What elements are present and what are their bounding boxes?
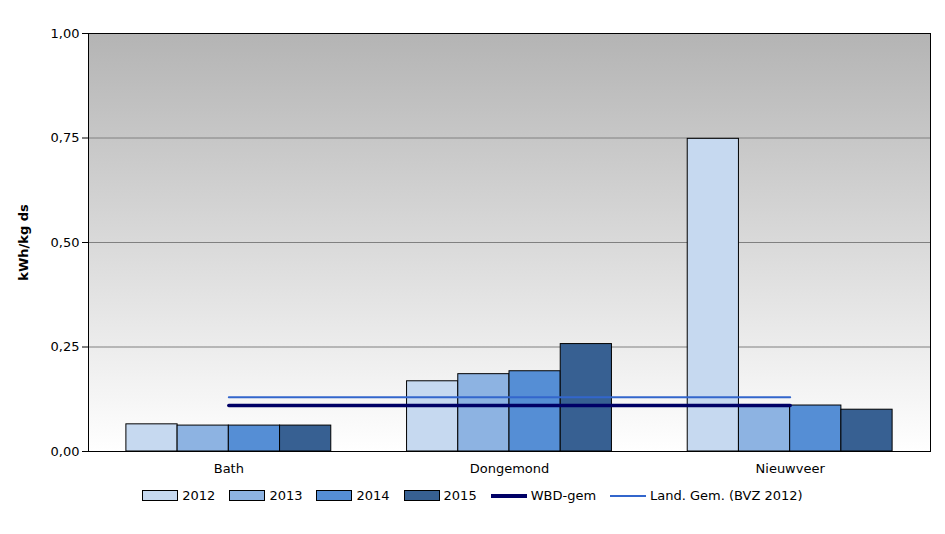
svg-text:0,00: 0,00 bbox=[51, 444, 80, 459]
html-text:2014: 2014 bbox=[356, 488, 390, 503]
svg-text:Bath: Bath bbox=[214, 461, 244, 476]
svg-text:kWh/kg ds: kWh/kg ds bbox=[16, 204, 31, 281]
html-text:2013: 2013 bbox=[269, 488, 303, 503]
svg-text:1,00: 1,00 bbox=[51, 26, 80, 41]
svg-text:0,75: 0,75 bbox=[51, 130, 80, 145]
svg-text:Dongemond: Dongemond bbox=[470, 461, 550, 476]
svg-text:0,25: 0,25 bbox=[51, 339, 80, 354]
html-text:Land. Gem. (BVZ 2012): Land. Gem. (BVZ 2012) bbox=[650, 488, 803, 503]
html-text:2015: 2015 bbox=[443, 488, 477, 503]
svg-text:Nieuwveer: Nieuwveer bbox=[756, 461, 826, 476]
html-text:WBD-gem: WBD-gem bbox=[530, 488, 596, 503]
html-text:2012: 2012 bbox=[182, 488, 216, 503]
svg-text:0,50: 0,50 bbox=[51, 235, 80, 250]
